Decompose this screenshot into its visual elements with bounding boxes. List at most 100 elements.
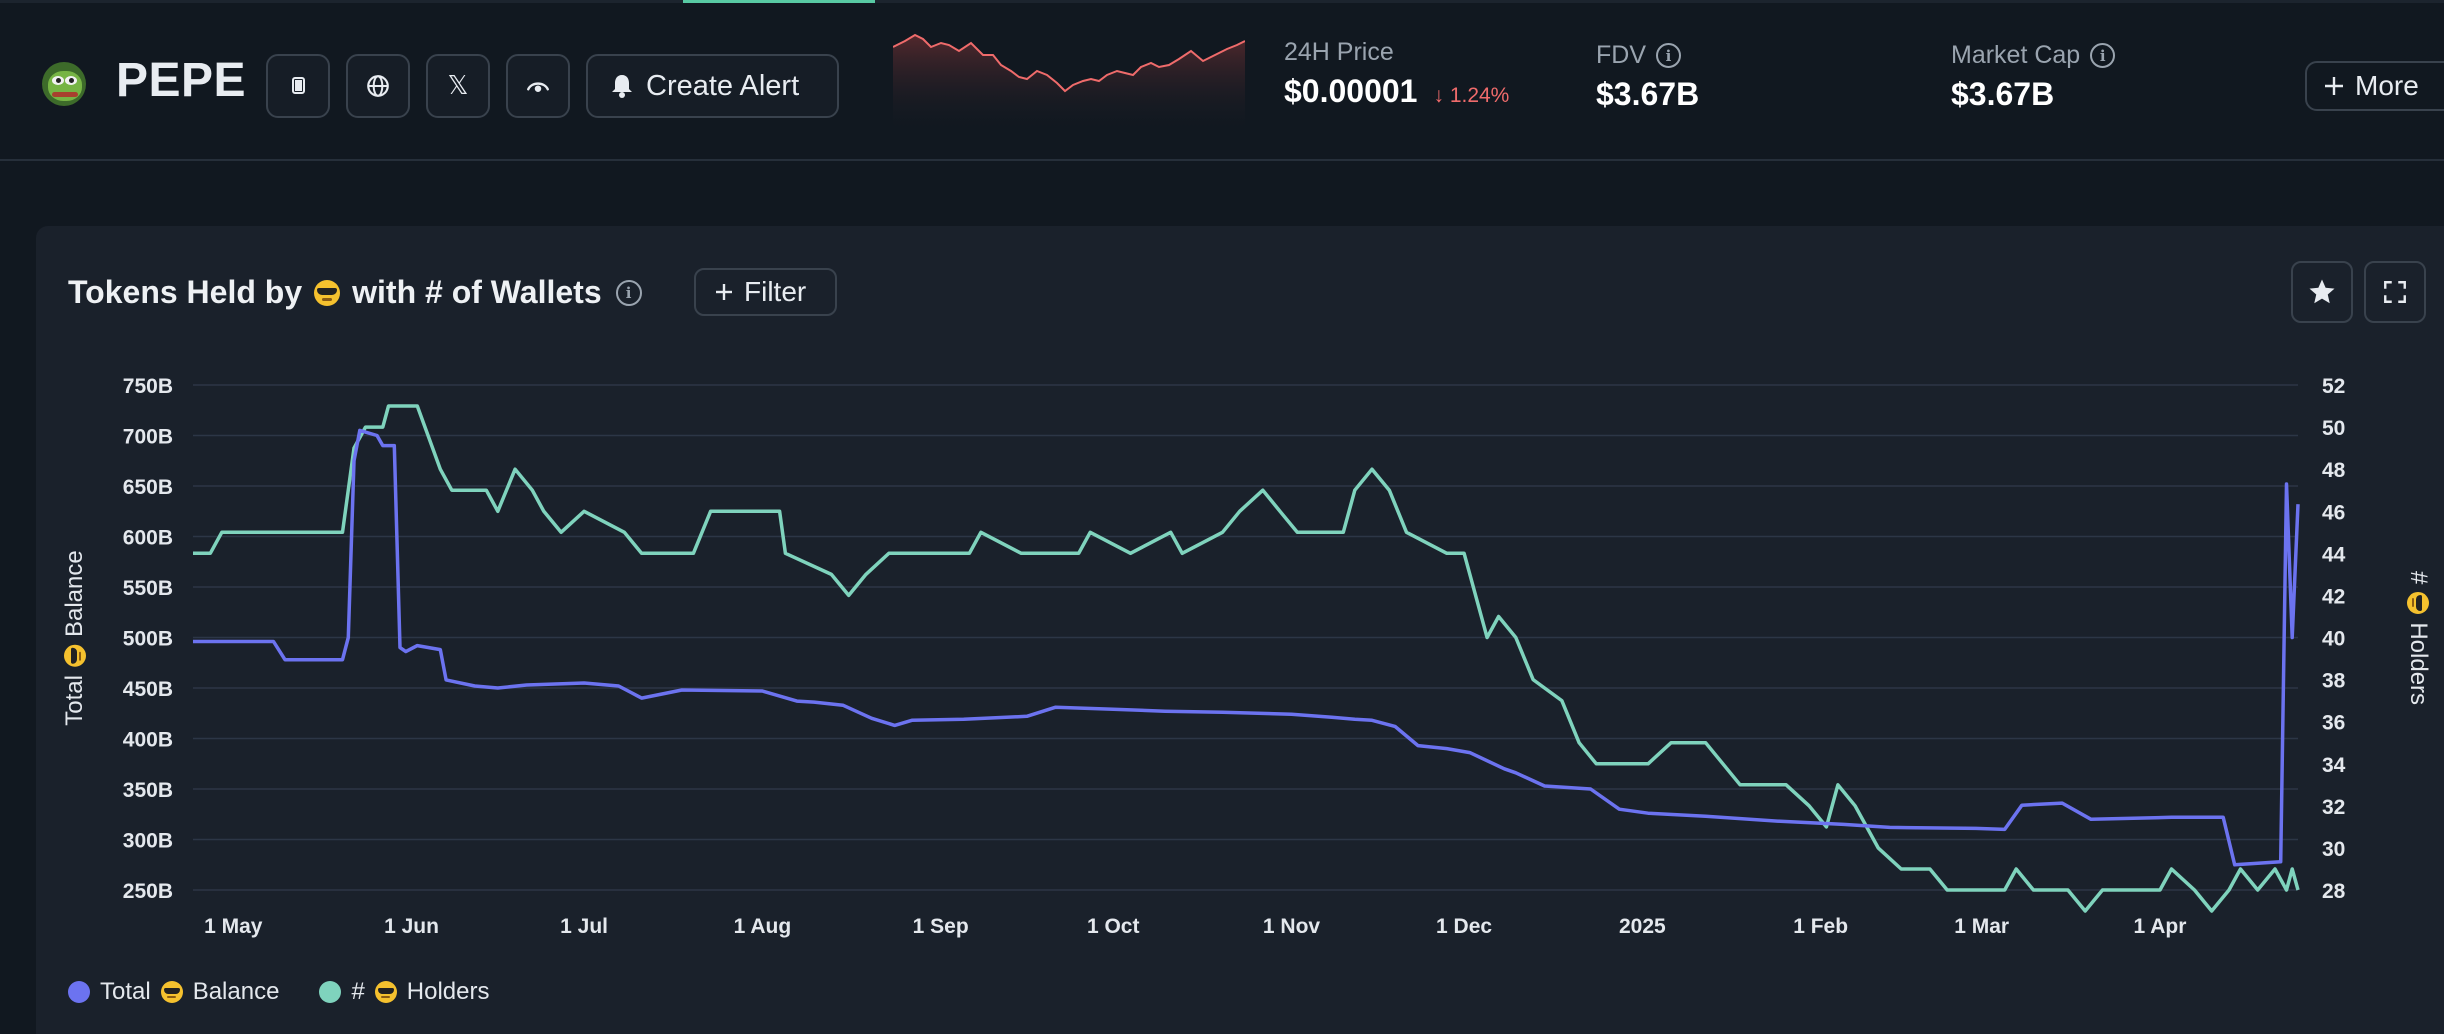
y-right-tick-label: 46 — [2322, 501, 2345, 524]
sunglasses-emoji-icon — [314, 279, 341, 306]
globe-icon — [367, 75, 389, 97]
x-tick-label: 1 May — [204, 915, 263, 938]
x-tick-label: 1 Jul — [560, 915, 608, 938]
legend-swatch-holders — [319, 981, 342, 1003]
legend-item-holders[interactable]: # Holders — [319, 978, 490, 1006]
x-tick-label: 1 Oct — [1087, 915, 1140, 938]
more-button[interactable]: More — [2305, 61, 2444, 111]
x-tick-label: 1 Sep — [913, 915, 969, 938]
chart-legend: Total Balance # Holders — [68, 978, 490, 1006]
price-label: 24H Price — [1284, 38, 1394, 66]
bell-icon — [612, 75, 632, 98]
y-right-title-b: Holders — [2405, 622, 2432, 706]
y-right-tick-label: 32 — [2322, 796, 2345, 819]
y-left-tick-label: 600B — [123, 527, 173, 550]
price-sparkline — [893, 33, 1245, 129]
info-icon[interactable]: i — [1656, 43, 1681, 68]
price-stat: 24H Price $0.00001 ↓ 1.24% — [1284, 38, 1509, 110]
y-left-tick-label: 650B — [123, 476, 173, 499]
plus-icon — [716, 284, 732, 300]
y-right-tick-label: 40 — [2322, 628, 2345, 651]
favorite-button[interactable] — [2291, 261, 2353, 323]
x-tick-label: 1 Aug — [734, 915, 792, 938]
eye-icon — [527, 82, 549, 92]
chart-title-right: with # of Wallets — [352, 274, 602, 310]
website-button[interactable] — [346, 54, 410, 118]
legend-label-b: Balance — [192, 978, 280, 1005]
series-line-holders — [193, 404, 2300, 913]
y-left-tick-label: 300B — [123, 830, 173, 853]
sunglasses-emoji-icon — [2407, 592, 2429, 615]
x-tick-label: 1 Nov — [1263, 915, 1321, 938]
y-left-tick-label: 400B — [123, 729, 173, 752]
sunglasses-emoji-icon — [160, 981, 183, 1003]
chart-title: Tokens Held by with # of Wallets i — [68, 274, 642, 311]
watch-button[interactable] — [506, 54, 570, 118]
chart-title-left: Tokens Held by — [68, 274, 303, 310]
y-right-tick-label: 52 — [2322, 375, 2345, 398]
token-name: PEPE — [116, 54, 247, 107]
y-right-tick-label: 34 — [2322, 754, 2346, 777]
y-right-tick-label: 36 — [2322, 712, 2345, 735]
price-value: $0.00001 — [1284, 73, 1418, 109]
x-tick-label: 1 Mar — [1954, 915, 2009, 938]
y-left-tick-label: 700B — [123, 426, 173, 449]
copy-address-button[interactable] — [266, 54, 330, 118]
info-icon[interactable]: i — [2090, 43, 2116, 68]
legend-item-balance[interactable]: Total Balance — [68, 978, 279, 1006]
fullscreen-button[interactable] — [2364, 261, 2426, 323]
y-left-tick-label: 350B — [123, 779, 173, 802]
sunglasses-emoji-icon — [374, 981, 397, 1003]
price-change-value: 1.24% — [1449, 84, 1510, 107]
info-icon[interactable]: i — [615, 279, 642, 306]
x-logo-icon: 𝕏 — [447, 71, 469, 101]
chart-panel — [36, 226, 2444, 1034]
market-cap-value: $3.67B — [1951, 76, 2055, 112]
plus-icon — [2325, 77, 2343, 95]
y-left-tick-label: 750B — [123, 375, 173, 398]
y-right-axis-title: # Holders — [2404, 571, 2432, 705]
filter-label: Filter — [744, 276, 807, 307]
fdv-label: FDV — [1596, 41, 1646, 69]
legend-label-a: Total — [100, 978, 151, 1005]
series-line-total-balance — [193, 428, 2300, 867]
y-left-tick-label: 450B — [123, 678, 173, 701]
y-right-tick-label: 28 — [2322, 880, 2346, 903]
y-right-tick-label: 50 — [2322, 417, 2345, 440]
top-tab-strip — [0, 0, 2444, 3]
fdv-value: $3.67B — [1596, 76, 1700, 112]
x-tick-label: 1 Feb — [1793, 915, 1848, 938]
filter-button[interactable]: Filter — [694, 268, 837, 316]
create-alert-button[interactable]: Create Alert — [586, 54, 839, 118]
price-change: ↓ 1.24% — [1433, 84, 1510, 107]
x-tick-label: 1 Apr — [2134, 915, 2187, 938]
y-left-title-b: Balance — [61, 550, 88, 638]
y-left-axis-title: Total Balance — [61, 550, 89, 725]
market-cap-stat: Market Cap i $3.67B — [1951, 41, 2116, 113]
market-cap-label: Market Cap — [1951, 41, 2081, 69]
more-label: More — [2355, 70, 2419, 101]
star-icon — [2309, 279, 2335, 304]
y-right-title-a: # — [2405, 570, 2432, 585]
legend-label-b: Holders — [406, 978, 490, 1005]
x-tick-label: 1 Jun — [384, 915, 439, 938]
active-tab-indicator — [683, 0, 875, 3]
fdv-stat: FDV i $3.67B — [1596, 41, 1699, 113]
y-left-tick-label: 550B — [123, 577, 173, 600]
x-tick-label: 2025 — [1619, 915, 1666, 938]
y-right-tick-label: 30 — [2322, 838, 2345, 861]
sunglasses-emoji-icon — [64, 645, 86, 668]
y-right-tick-label: 48 — [2322, 459, 2346, 482]
legend-swatch-balance — [68, 981, 90, 1003]
y-left-title-a: Total — [61, 675, 88, 726]
y-left-tick-label: 500B — [123, 628, 173, 651]
y-right-tick-label: 42 — [2322, 585, 2345, 608]
y-right-tick-label: 44 — [2322, 543, 2346, 566]
copy-icon — [292, 77, 305, 94]
x-tick-label: 1 Dec — [1436, 915, 1492, 938]
y-right-tick-label: 38 — [2322, 670, 2346, 693]
expand-icon — [2384, 281, 2406, 303]
twitter-button[interactable]: 𝕏 — [426, 54, 490, 118]
y-left-tick-label: 250B — [123, 880, 173, 903]
